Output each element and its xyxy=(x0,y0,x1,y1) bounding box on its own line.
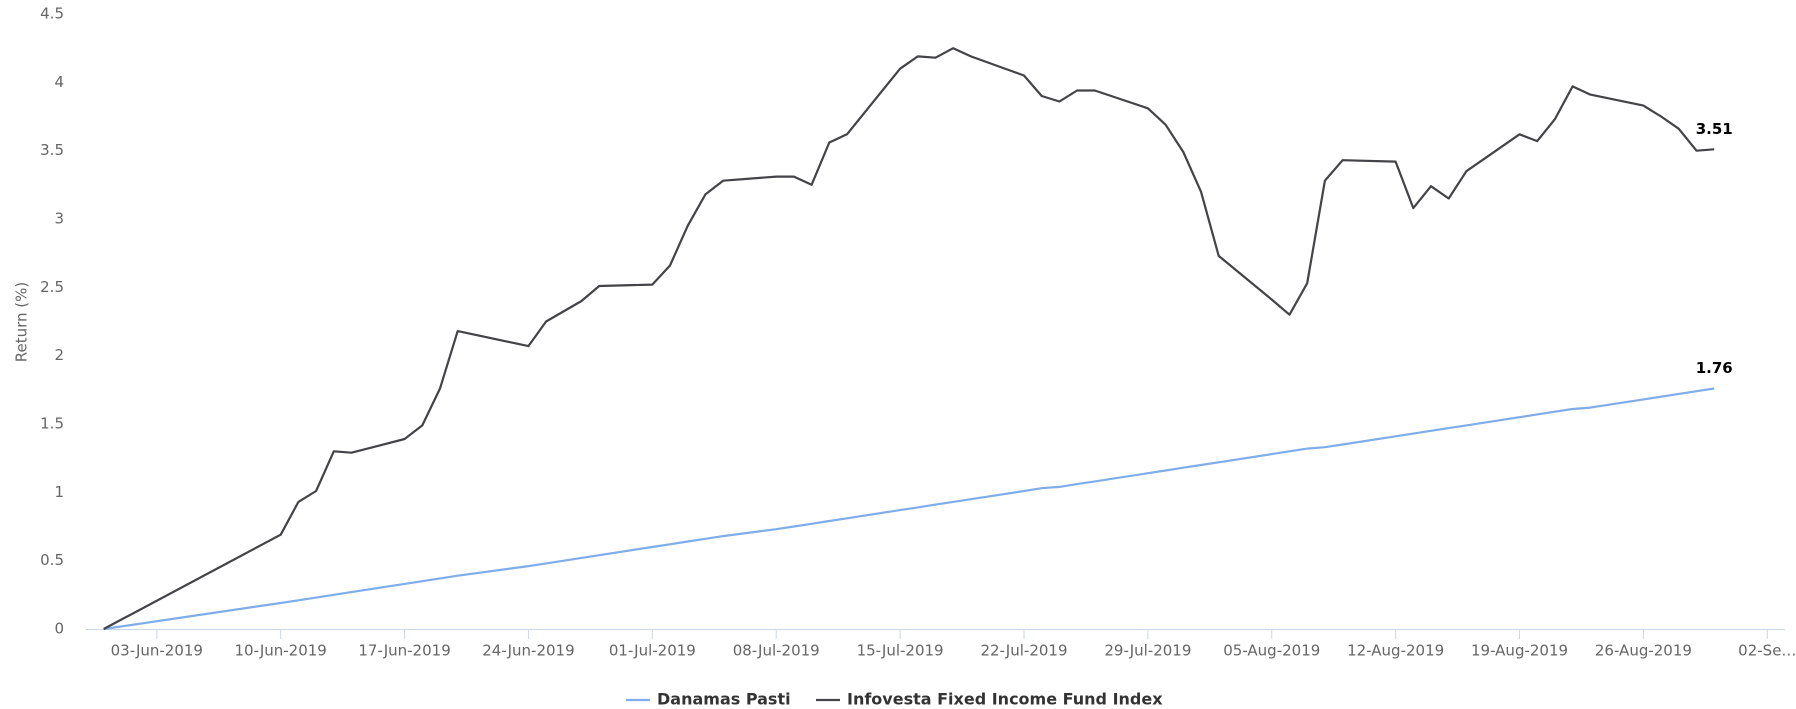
series-line xyxy=(103,387,1715,631)
x-tick-label: 10-Jun-2019 xyxy=(234,642,326,660)
x-tick-label: 01-Jul-2019 xyxy=(609,642,696,660)
x-tick-label: 08-Jul-2019 xyxy=(733,642,820,660)
x-tick-label: 02-Se… xyxy=(1738,642,1796,660)
y-tick-label: 1.5 xyxy=(40,415,64,433)
y-axis-title: Return (%) xyxy=(13,282,31,363)
y-tick-label: 2.5 xyxy=(40,278,64,296)
x-tick-label: 26-Aug-2019 xyxy=(1595,642,1692,660)
data-label: 1.76 xyxy=(1696,359,1733,377)
legend-label: Infovesta Fixed Income Fund Index xyxy=(847,690,1163,709)
y-tick-label: 4.5 xyxy=(40,5,64,23)
x-tick-label: 29-Jul-2019 xyxy=(1104,642,1191,660)
y-tick-label: 4 xyxy=(54,73,64,91)
x-tick-label: 03-Jun-2019 xyxy=(111,642,203,660)
y-tick-label: 2 xyxy=(54,346,64,364)
x-tick-label: 22-Jul-2019 xyxy=(980,642,1067,660)
series-line xyxy=(103,47,1715,630)
y-tick-label: 0.5 xyxy=(40,551,64,569)
y-tick-label: 1 xyxy=(54,483,64,501)
y-tick-label: 0 xyxy=(54,620,64,638)
x-tick-label: 05-Aug-2019 xyxy=(1223,642,1320,660)
data-label: 3.51 xyxy=(1696,120,1733,138)
y-tick-label: 3.5 xyxy=(40,141,64,159)
x-tick-label: 17-Jun-2019 xyxy=(358,642,450,660)
y-tick-label: 3 xyxy=(54,210,64,228)
x-tick-label: 19-Aug-2019 xyxy=(1471,642,1568,660)
legend-label: Danamas Pasti xyxy=(657,690,791,709)
x-tick-label: 12-Aug-2019 xyxy=(1347,642,1444,660)
x-tick-label: 15-Jul-2019 xyxy=(857,642,944,660)
x-tick-label: 24-Jun-2019 xyxy=(482,642,574,660)
